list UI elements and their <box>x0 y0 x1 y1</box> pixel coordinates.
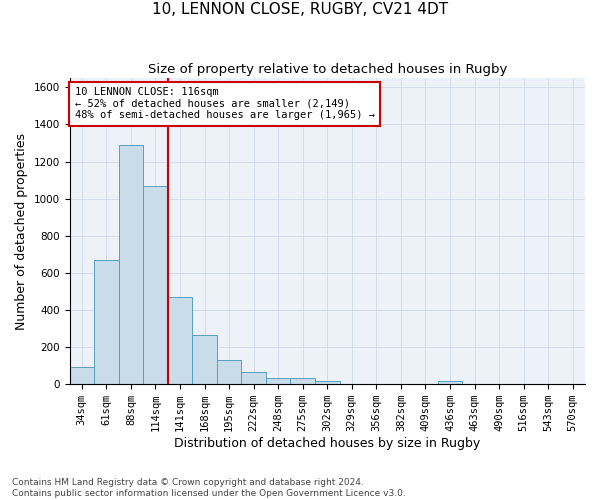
Text: 10, LENNON CLOSE, RUGBY, CV21 4DT: 10, LENNON CLOSE, RUGBY, CV21 4DT <box>152 2 448 18</box>
Bar <box>315 382 340 384</box>
Bar <box>217 360 241 384</box>
Bar <box>143 186 168 384</box>
Bar <box>438 382 462 384</box>
Bar <box>94 260 119 384</box>
Title: Size of property relative to detached houses in Rugby: Size of property relative to detached ho… <box>148 62 507 76</box>
Bar <box>241 372 266 384</box>
Y-axis label: Number of detached properties: Number of detached properties <box>15 132 28 330</box>
Bar <box>266 378 290 384</box>
Bar <box>192 335 217 384</box>
Bar <box>168 297 192 384</box>
Text: 10 LENNON CLOSE: 116sqm
← 52% of detached houses are smaller (2,149)
48% of semi: 10 LENNON CLOSE: 116sqm ← 52% of detache… <box>74 87 374 120</box>
Bar <box>290 378 315 384</box>
X-axis label: Distribution of detached houses by size in Rugby: Distribution of detached houses by size … <box>174 437 481 450</box>
Text: Contains HM Land Registry data © Crown copyright and database right 2024.
Contai: Contains HM Land Registry data © Crown c… <box>12 478 406 498</box>
Bar <box>70 366 94 384</box>
Bar <box>119 145 143 384</box>
